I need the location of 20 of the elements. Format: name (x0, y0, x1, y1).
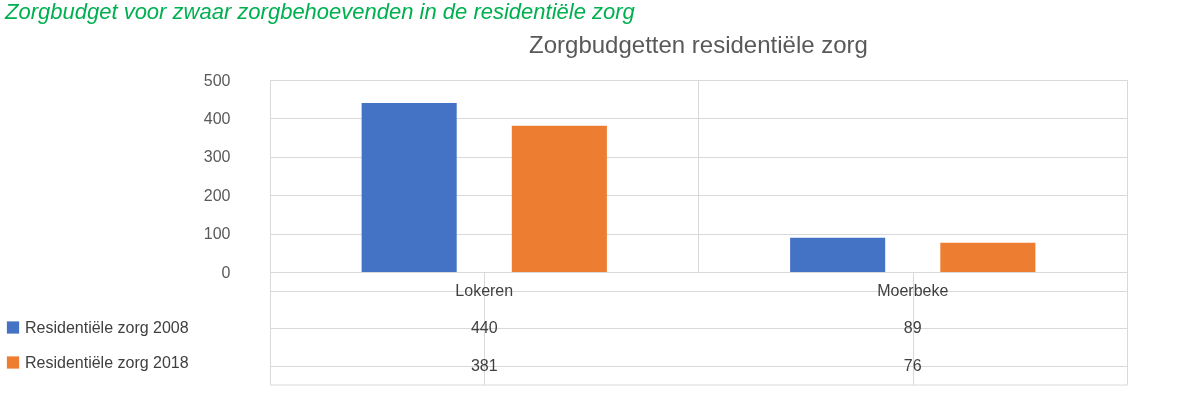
data-label: 381 (470, 356, 498, 374)
chart-title: Zorgbudgetten residentiële zorg (529, 31, 868, 58)
data-label: 89 (903, 319, 922, 337)
y-tick-label: 0 (221, 263, 231, 281)
x-tick-label: Lokeren (455, 281, 514, 299)
text: Zorgbudget voor zwaar zorgbehoevenden in de residentiële zorg (4, 0, 636, 24)
data-label: 76 (903, 356, 922, 374)
y-tick-label: 500 (203, 71, 231, 89)
y-tick-label: 100 (203, 225, 231, 243)
bar (790, 237, 886, 272)
data-label: 440 (470, 319, 498, 337)
bar (940, 242, 1036, 272)
bar (511, 125, 607, 272)
x-tick-label: Moerbeke (877, 281, 949, 299)
y-tick-label: 300 (203, 148, 231, 166)
bar (361, 103, 457, 272)
legend-label: Residentiële zorg 2008 (25, 318, 189, 336)
y-tick-label: 200 (203, 186, 231, 204)
y-tick-label: 400 (203, 109, 231, 127)
legend-label: Residentiële zorg 2018 (25, 353, 189, 371)
